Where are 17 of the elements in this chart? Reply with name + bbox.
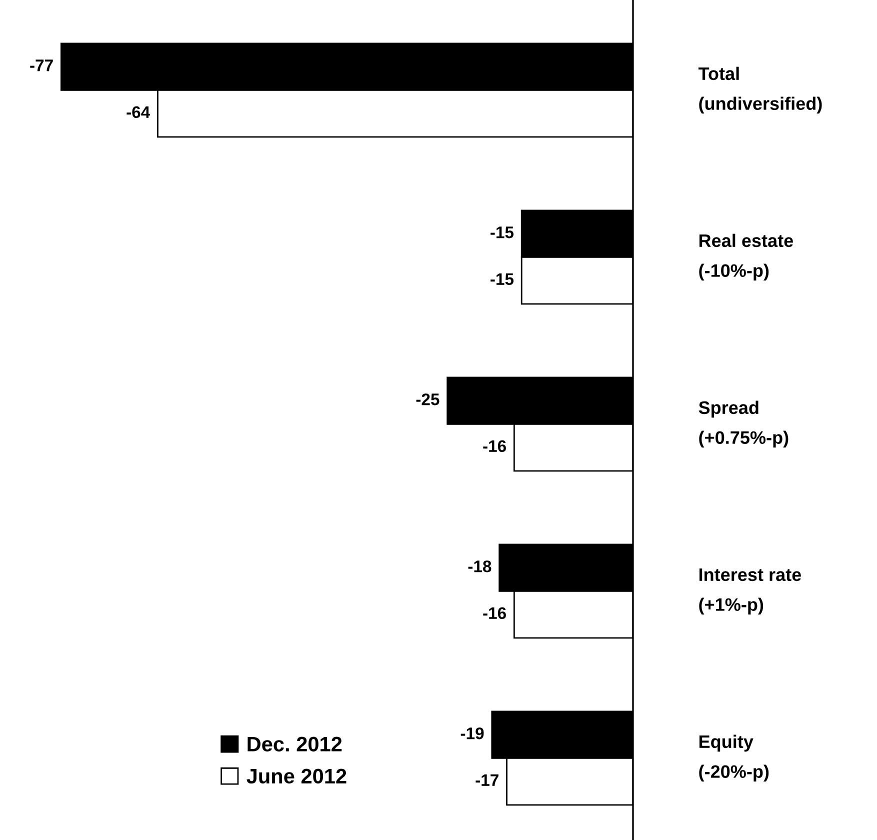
data-label: -17 [476,774,498,786]
data-label: -64 [126,106,150,118]
y-tick-label: Spread (+0.75%-p) [698,400,788,448]
data-label: -16 [483,440,506,452]
y-tick-label: Interest rate (+1%-p) [699,568,802,615]
data-label: -15 [490,226,514,238]
y-tick-label: Total (undiversified) [698,66,822,114]
data-label: -18 [468,560,492,572]
legend-label: June 2012 [246,768,346,784]
y-tick-label: Real estate (-10%-p) [699,234,794,281]
data-label: -77 [30,60,53,72]
data-label: -25 [416,393,440,406]
data-label: -16 [483,607,506,620]
legend-label: Dec. 2012 [248,736,342,752]
data-label: -15 [490,273,514,286]
y-tick-label: Equity (-20%-p) [699,734,769,782]
data-label: -19 [460,727,484,740]
